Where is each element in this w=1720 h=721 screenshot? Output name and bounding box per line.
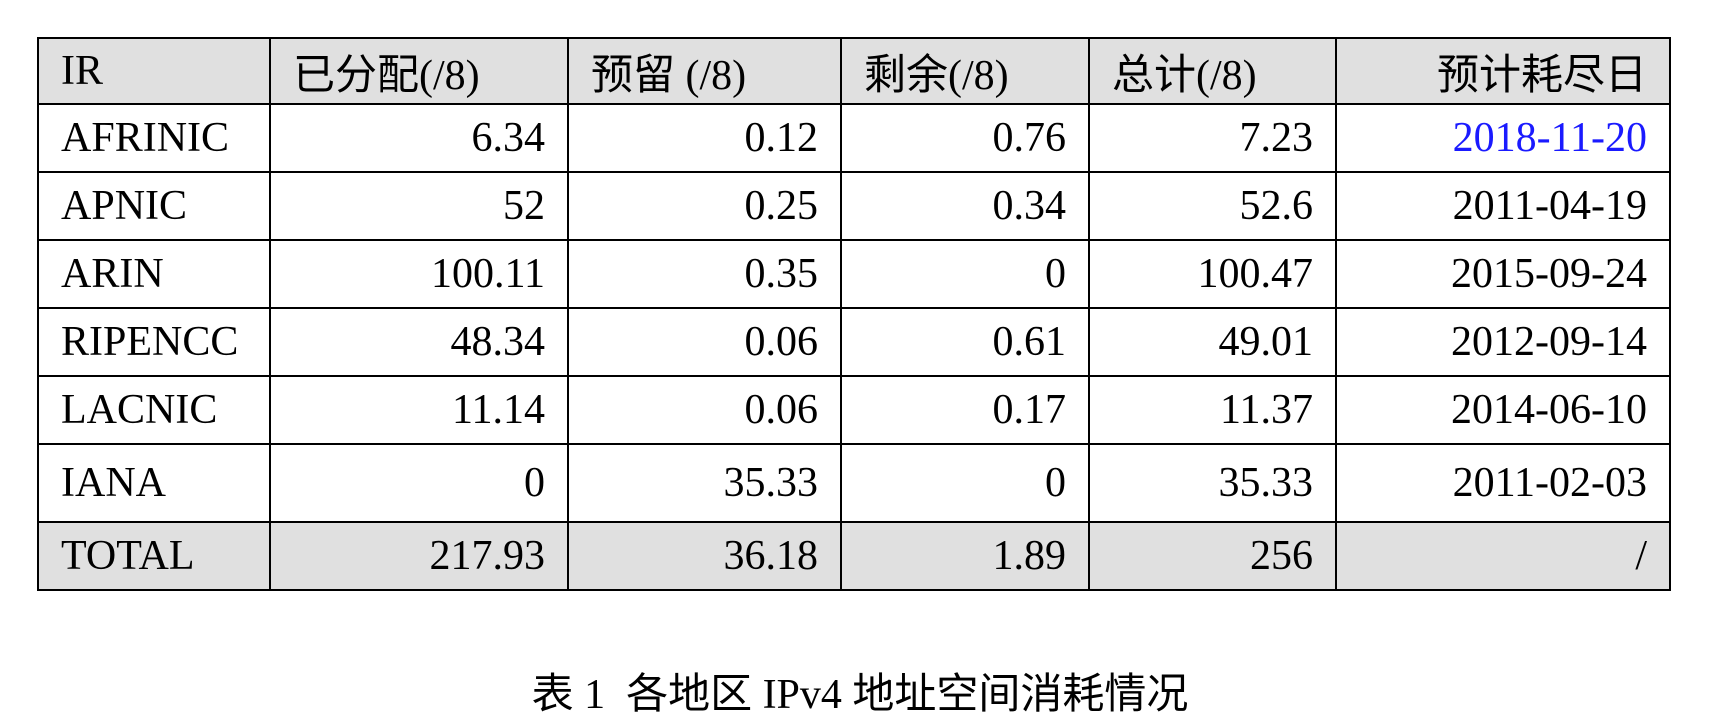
table-cell: 11.14 (269, 375, 569, 445)
table-cell: 52 (269, 171, 569, 241)
table-cell: 2015-09-24 (1335, 239, 1671, 309)
table-cell: 0.06 (567, 307, 842, 377)
table-cell: ARIN (37, 239, 271, 309)
table-cell: 35.33 (567, 443, 842, 523)
table-cell: LACNIC (37, 375, 271, 445)
table-row: LACNIC 11.14 0.06 0.17 11.37 2014-06-10 (37, 375, 1671, 445)
header-cell: 已分配(/8) (269, 37, 569, 105)
table-cell: 36.18 (567, 521, 842, 591)
table-cell: 2011-02-03 (1335, 443, 1671, 523)
header-row: IR 已分配(/8) 预留 (/8) 剩余(/8) 总计(/8) 预计耗尽日 (37, 37, 1671, 105)
header-cell: 预留 (/8) (567, 37, 842, 105)
table-cell: 217.93 (269, 521, 569, 591)
table-cell: 0.06 (567, 375, 842, 445)
table-row: APNIC 52 0.25 0.34 52.6 2011-04-19 (37, 171, 1671, 241)
table-cell: 2018-11-20 (1335, 103, 1671, 173)
table-row: TOTAL 217.93 36.18 1.89 256/ (37, 521, 1671, 591)
caption: 表 1 各地区 IPv4 地址空间消耗情况 (531, 672, 1189, 718)
table-cell: 0 (840, 443, 1090, 523)
table-cell: IANA (37, 443, 271, 523)
table-cell: 1.89 (840, 521, 1090, 591)
table-cell: 52.6 (1088, 171, 1337, 241)
table-cell: 0 (840, 239, 1090, 309)
table-cell: 2012-09-14 (1335, 307, 1671, 377)
table-cell: 49.01 (1088, 307, 1337, 377)
table-cell: 11.37 (1088, 375, 1337, 445)
table-cell: 0.35 (567, 239, 842, 309)
table-cell: 0.12 (567, 103, 842, 173)
table-cell: 35.33 (1088, 443, 1337, 523)
table-cell: 0.34 (840, 171, 1090, 241)
table-cell: 0.25 (567, 171, 842, 241)
table-row: IANA 0 35.33 0 35.33 2011-02-03 (37, 443, 1671, 523)
table-cell: APNIC (37, 171, 271, 241)
table-cell: 100.11 (269, 239, 569, 309)
header-cell: IR (37, 37, 271, 105)
ipv4-table: IR 已分配(/8) 预留 (/8) 剩余(/8) 总计(/8) 预计耗尽日 AFRINI… (37, 37, 1671, 591)
table-cell: 2014-06-10 (1335, 375, 1671, 445)
table-cell: 48.34 (269, 307, 569, 377)
table-cell: 7.23 (1088, 103, 1337, 173)
header-cell: 剩余(/8) (840, 37, 1090, 105)
table-row: AFRINIC 6.34 0.12 0.76 7.23 2018-11-20 (37, 103, 1671, 173)
table-row: RIPENCC 48.34 0.06 0.61 49.01 2012-09-14 (37, 307, 1671, 377)
table-cell: 0 (269, 443, 569, 523)
table-cell: RIPENCC (37, 307, 271, 377)
table-cell: 2011-04-19 (1335, 171, 1671, 241)
table-cell: TOTAL (37, 521, 271, 591)
table-cell: AFRINIC (37, 103, 271, 173)
table-cell: / (1335, 521, 1671, 591)
table-cell: 100.47 (1088, 239, 1337, 309)
table-cell: 0.61 (840, 307, 1090, 377)
header-cell: 总计(/8) (1088, 37, 1337, 105)
table-cell: 6.34 (269, 103, 569, 173)
table-row: ARIN 100.11 0.35 0 100.47 2015-09-24 (37, 239, 1671, 309)
table-cell: 256 (1088, 521, 1337, 591)
table-cell: 0.76 (840, 103, 1090, 173)
header-cell: 预计耗尽日 (1335, 37, 1671, 105)
table-cell: 0.17 (840, 375, 1090, 445)
